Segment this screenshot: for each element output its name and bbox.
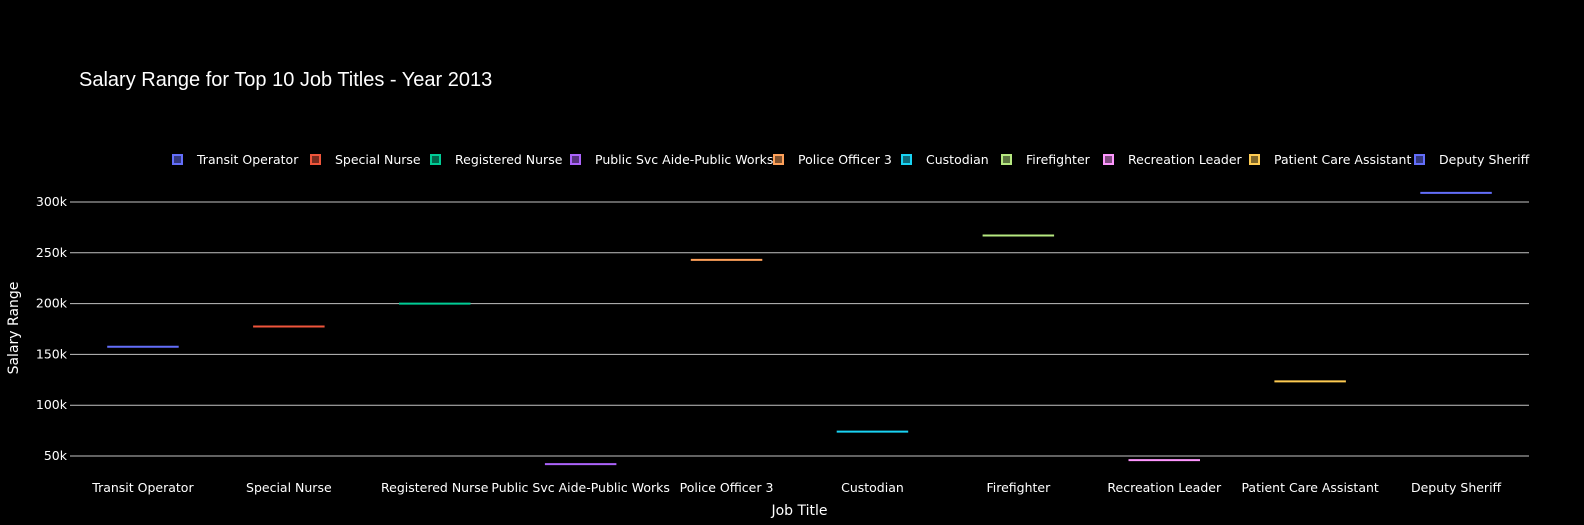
legend-swatch — [1249, 153, 1260, 165]
legend-swatch — [773, 153, 784, 165]
legend-item[interactable]: Police Officer 3 — [773, 148, 892, 170]
y-tick-label: 300k — [36, 194, 68, 209]
x-tick-label: Recreation Leader — [1107, 480, 1222, 495]
legend-label: Transit Operator — [197, 151, 299, 167]
y-axis-title: Salary Range — [6, 282, 22, 375]
y-tick-label: 50k — [44, 448, 68, 463]
x-tick-label: Patient Care Assistant — [1241, 480, 1378, 495]
legend-item[interactable]: Custodian — [901, 148, 989, 170]
legend-label: Firefighter — [1026, 151, 1090, 167]
x-tick-label: Special Nurse — [246, 480, 332, 495]
legend-item[interactable]: Public Svc Aide-Public Works — [570, 148, 773, 170]
legend-label: Registered Nurse — [455, 151, 563, 167]
x-tick-label: Registered Nurse — [381, 480, 489, 495]
legend-item[interactable]: Deputy Sheriff — [1414, 148, 1529, 170]
legend: Transit Operator Special Nurse Registered … — [0, 148, 1584, 170]
legend-swatch — [901, 153, 912, 165]
legend-swatch — [172, 153, 183, 165]
chart-title: Salary Range for Top 10 Job Titles - Yea… — [79, 69, 493, 91]
legend-label: Recreation Leader — [1128, 151, 1242, 167]
legend-swatch — [1414, 153, 1425, 165]
legend-item[interactable]: Firefighter — [1001, 148, 1090, 170]
x-tick-label: Public Svc Aide-Public Works — [491, 480, 669, 495]
legend-item[interactable]: Recreation Leader — [1103, 148, 1242, 170]
x-tick-label: Transit Operator — [91, 480, 194, 495]
x-tick-label: Firefighter — [986, 480, 1051, 495]
legend-swatch — [1103, 153, 1114, 165]
legend-label: Police Officer 3 — [798, 151, 892, 167]
legend-item[interactable]: Registered Nurse — [430, 148, 562, 170]
legend-swatch — [1001, 153, 1012, 165]
legend-swatch — [570, 153, 581, 165]
x-tick-label: Deputy Sheriff — [1411, 480, 1502, 495]
legend-swatch — [310, 153, 321, 165]
x-tick-label: Police Officer 3 — [680, 480, 774, 495]
legend-item[interactable]: Special Nurse — [310, 148, 421, 170]
legend-swatch — [430, 153, 441, 165]
legend-label: Patient Care Assistant — [1274, 151, 1412, 167]
legend-label: Custodian — [926, 151, 989, 167]
x-tick-label: Custodian — [841, 480, 904, 495]
legend-label: Deputy Sheriff — [1439, 151, 1530, 167]
x-axis-title: Job Title — [770, 503, 827, 519]
y-tick-label: 200k — [36, 296, 68, 311]
legend-label: Special Nurse — [335, 151, 421, 167]
legend-item[interactable]: Patient Care Assistant — [1249, 148, 1411, 170]
y-tick-label: 100k — [36, 397, 68, 412]
y-tick-label: 150k — [36, 346, 68, 361]
legend-item[interactable]: Transit Operator — [172, 148, 298, 170]
y-tick-label: 250k — [36, 245, 68, 260]
legend-label: Public Svc Aide-Public Works — [595, 151, 774, 167]
